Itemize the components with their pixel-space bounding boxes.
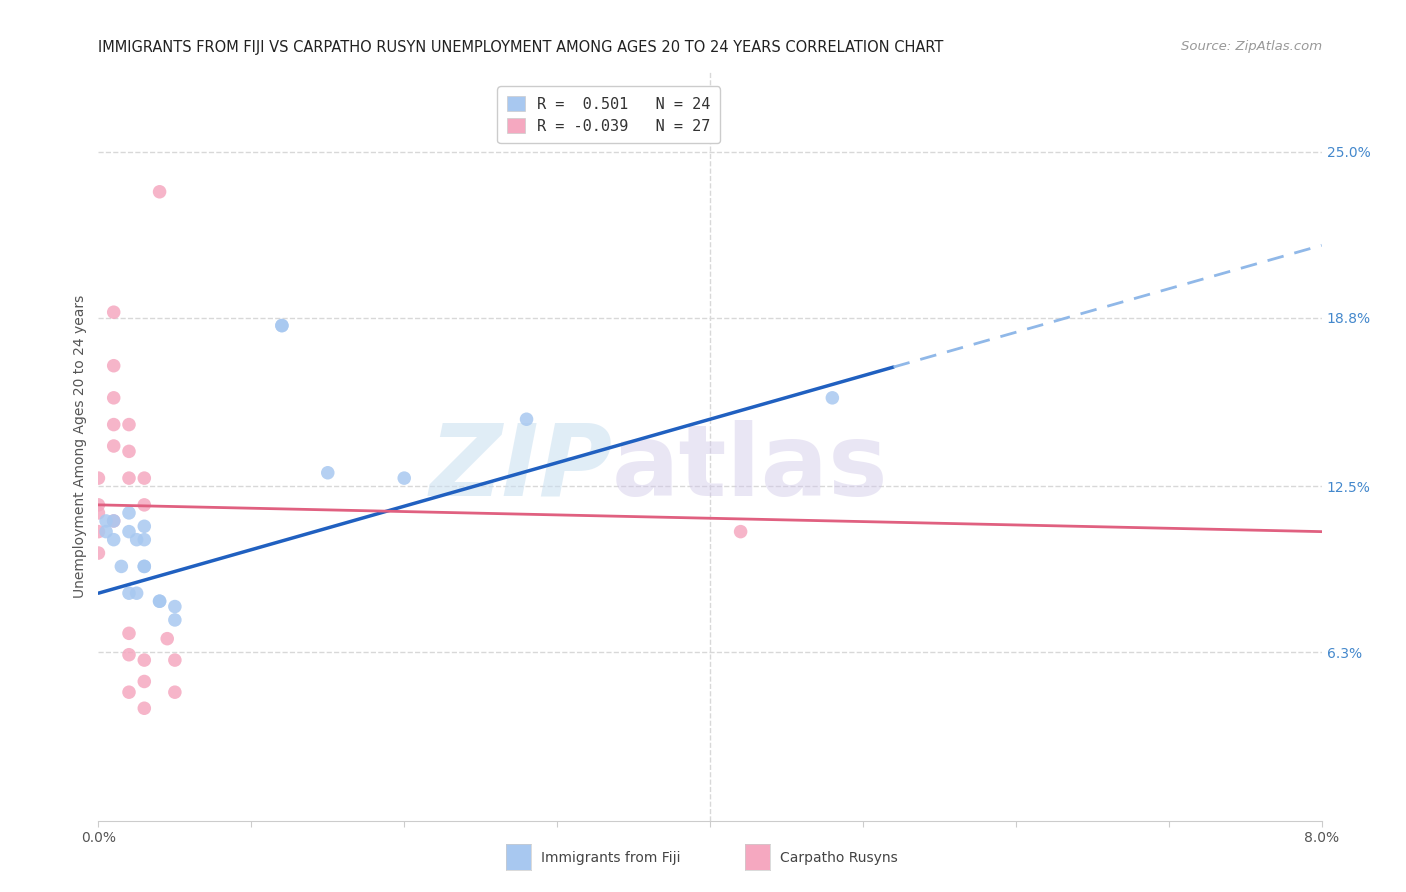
Point xyxy=(87,506,110,520)
Point xyxy=(103,417,125,432)
Y-axis label: Unemployment Among Ages 20 to 24 years: Unemployment Among Ages 20 to 24 years xyxy=(73,294,87,598)
Point xyxy=(134,559,156,574)
Point xyxy=(87,498,110,512)
Point xyxy=(118,444,141,458)
Point xyxy=(134,533,156,547)
Text: Source: ZipAtlas.com: Source: ZipAtlas.com xyxy=(1181,39,1322,53)
Point xyxy=(516,412,538,426)
Point xyxy=(163,613,186,627)
Point xyxy=(821,391,844,405)
Point xyxy=(163,653,186,667)
Point xyxy=(103,514,125,528)
Point xyxy=(134,674,156,689)
Text: Immigrants from Fiji: Immigrants from Fiji xyxy=(541,851,681,865)
Point xyxy=(316,466,339,480)
Point xyxy=(118,524,141,539)
Point xyxy=(163,599,186,614)
Point xyxy=(149,594,172,608)
Point xyxy=(103,305,125,319)
Point xyxy=(270,318,294,333)
Point xyxy=(118,685,141,699)
Point xyxy=(125,586,148,600)
Text: Carpatho Rusyns: Carpatho Rusyns xyxy=(780,851,898,865)
Point xyxy=(103,533,125,547)
Legend: R =  0.501   N = 24, R = -0.039   N = 27: R = 0.501 N = 24, R = -0.039 N = 27 xyxy=(498,87,720,143)
Point xyxy=(103,359,125,373)
Point xyxy=(118,417,141,432)
Point xyxy=(730,524,752,539)
Point xyxy=(270,318,294,333)
Point xyxy=(103,514,125,528)
Point xyxy=(118,626,141,640)
Point xyxy=(163,685,186,699)
Point xyxy=(118,648,141,662)
Point xyxy=(125,533,148,547)
Text: ZIP: ZIP xyxy=(429,420,612,517)
Point xyxy=(87,524,110,539)
Point xyxy=(134,471,156,485)
Point xyxy=(94,514,117,528)
Point xyxy=(87,471,110,485)
Point xyxy=(110,559,132,574)
Point xyxy=(87,546,110,560)
Text: atlas: atlas xyxy=(612,420,889,517)
Point xyxy=(134,519,156,533)
Point xyxy=(118,506,141,520)
Point xyxy=(103,439,125,453)
Point xyxy=(156,632,179,646)
Point xyxy=(94,524,117,539)
Point xyxy=(118,471,141,485)
Point xyxy=(392,471,416,485)
Point xyxy=(134,559,156,574)
Point xyxy=(134,498,156,512)
Point xyxy=(134,701,156,715)
Point xyxy=(118,586,141,600)
Point xyxy=(149,594,172,608)
Point xyxy=(103,391,125,405)
Text: IMMIGRANTS FROM FIJI VS CARPATHO RUSYN UNEMPLOYMENT AMONG AGES 20 TO 24 YEARS CO: IMMIGRANTS FROM FIJI VS CARPATHO RUSYN U… xyxy=(98,40,943,55)
Point xyxy=(149,185,172,199)
Point xyxy=(134,653,156,667)
